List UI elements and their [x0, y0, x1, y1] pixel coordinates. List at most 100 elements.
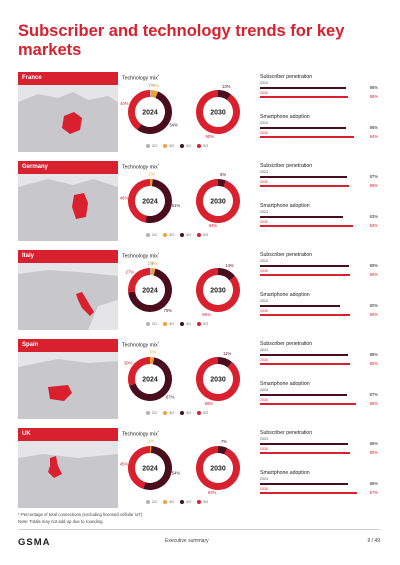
donut-2024-germany-slice-3g	[150, 179, 153, 187]
legend-item-5g: 5G	[197, 233, 208, 237]
subscriber-penetration-heading: Subscriber penetration	[260, 341, 313, 347]
technology-mix-label: Technology mix	[122, 431, 158, 438]
technology-legend: 2G 3G 4G 5G	[146, 144, 208, 148]
donut-2030-france-slice-5g	[196, 90, 240, 134]
smartphone-adoption-year-2024: 2024	[260, 388, 268, 392]
legend-label-3g: 3G	[169, 411, 175, 415]
smartphone-adoption-year-2024: 2024	[260, 299, 268, 303]
technology-mix-mark: *	[157, 252, 160, 256]
donut-2024-spain: 2024 3% 67% 30%	[124, 350, 175, 401]
donut-2024-germany-label-5g: 46%	[120, 196, 128, 201]
smartphone-adoption-value-2024: 88%	[369, 480, 378, 486]
donut-2024-italy-slice-4g	[128, 268, 172, 312]
smartphone-adoption-bar-2024	[260, 304, 340, 307]
subscriber-penetration-year-2030: 2030	[260, 268, 268, 273]
metrics-spain: Subscriber penetration 2024 88% 2030 90% Smar…	[260, 339, 380, 419]
country-name: Germany	[18, 161, 118, 174]
donut-2030-italy: 2030 14% 86%	[196, 263, 240, 317]
subscriber-penetration-year-2030: 2030	[260, 357, 268, 362]
smartphone-adoption-value-2030: 94%	[369, 134, 378, 139]
technology-mix-label: Technology mix	[122, 75, 158, 82]
technology-mix-label: Technology mix	[122, 342, 158, 349]
legend-item-3g: 3G	[163, 322, 174, 326]
map-spain	[18, 339, 118, 419]
market-italy: Italy Technology mix* 2024 1% 3% 70% 27% 2030 14…	[18, 250, 380, 330]
legend-item-2g: 2G	[146, 500, 157, 504]
market-spain: Spain Technology mix* 2024 3% 67% 30% 2030 11% 8…	[18, 339, 380, 419]
subscriber-penetration-year-2030: 2030	[260, 179, 268, 184]
donut-2024-france-slice-2g	[150, 90, 152, 98]
donut-2030-france: 2030 10% 90%	[196, 84, 240, 139]
smartphone-adoption-value-2024: 83%	[369, 213, 378, 219]
donut-2024-uk-slice-5g	[128, 446, 150, 489]
legend-item-2g: 2G	[146, 144, 157, 148]
footer-divider	[18, 529, 380, 530]
donut-2024-germany-slice-5g	[127, 179, 150, 223]
smartphone-adoption-heading: Smartphone adoption	[260, 381, 310, 387]
smartphone-adoption-year-2024: 2024	[260, 121, 268, 125]
subscriber-penetration-bar-2030	[260, 96, 348, 99]
footnote-rounding: Note: Totals may not add up due to round…	[18, 519, 104, 524]
market-uk: UK Technology mix* 2024 1% 54% 45% 2030 7% 93% 2G…	[18, 428, 380, 508]
smartphone-adoption-bar-2030	[260, 136, 354, 139]
donut-2024-uk-label-5g: 45%	[120, 461, 128, 466]
map-land	[18, 454, 118, 508]
donut-2030-spain-slice-4g	[218, 357, 233, 368]
subscriber-penetration-heading: Subscriber penetration	[260, 252, 313, 258]
legend-label-3g: 3G	[169, 233, 175, 237]
legend-label-2g: 2G	[152, 411, 158, 415]
smartphone-adoption-value-2024: 87%	[369, 391, 378, 397]
legend-label-4g: 4G	[186, 411, 192, 415]
donut-2030-uk-slice-4g	[218, 446, 228, 455]
subscriber-penetration-value-2024: 89%	[369, 262, 378, 268]
smartphone-adoption-value-2030: 93%	[369, 223, 378, 228]
donut-2030-spain-label-5g: 89%	[205, 401, 214, 406]
donut-2030-italy-label-4g: 14%	[225, 263, 234, 268]
country-name: Italy	[18, 250, 118, 263]
page-title: Subscriber and technology trends for key…	[18, 22, 345, 59]
legend-swatch-4g	[180, 144, 185, 148]
donut-2024-france: 2024 1%5% 54% 40%	[120, 83, 178, 134]
donut-2024-germany-label-4g: 51%	[172, 203, 180, 208]
map-germany	[18, 161, 118, 241]
gsma-logo: GSMA	[18, 537, 51, 548]
legend-swatch-4g	[180, 500, 185, 504]
smartphone-adoption-heading: Smartphone adoption	[260, 292, 310, 298]
legend-swatch-3g	[163, 411, 168, 415]
donut-2030-uk-label-5g: 93%	[208, 490, 217, 495]
legend-item-5g: 5G	[197, 322, 208, 326]
metrics-germany: Subscriber penetration 2024 87% 2030 89% Smar…	[260, 161, 380, 241]
technology-mix-mark: *	[157, 430, 160, 434]
donut-2024-france-slice-5g	[128, 90, 150, 130]
subscriber-penetration-year-2030: 2030	[260, 90, 268, 95]
smartphone-adoption-heading: Smartphone adoption	[260, 470, 310, 476]
legend-item-3g: 3G	[163, 500, 174, 504]
subscriber-penetration-year-2024: 2024	[260, 348, 268, 352]
technology-mix-mark: *	[157, 74, 160, 78]
donut-2030-uk-year-label: 2030	[210, 466, 226, 473]
subscriber-penetration-bar-2030	[260, 185, 349, 188]
map-shape-uk	[18, 454, 118, 508]
subscriber-penetration-year-2024: 2024	[260, 437, 268, 441]
legend-label-2g: 2G	[152, 144, 158, 148]
legend-label-2g: 2G	[152, 500, 158, 504]
smartphone-adoption-bar-2030	[260, 403, 356, 406]
donut-2030-germany-slice-4g	[218, 179, 227, 188]
legend-label-4g: 4G	[186, 144, 192, 148]
technology-legend: 2G 3G 4G 5G	[146, 500, 208, 504]
donut-2024-uk-label-4g: 54%	[172, 471, 180, 476]
legend-item-2g: 2G	[146, 411, 157, 415]
donut-2030-uk-label-4g: 7%	[221, 439, 227, 444]
smartphone-adoption-heading: Smartphone adoption	[260, 114, 310, 120]
donut-2024-spain-slice-3g	[150, 357, 155, 365]
smartphone-adoption-year-2030: 2030	[260, 219, 268, 224]
smartphone-adoption-value-2030: 90%	[369, 312, 378, 317]
subscriber-penetration-value-2024: 87%	[369, 173, 378, 179]
donut-2024-spain-label-5g: 30%	[124, 361, 133, 366]
subscriber-penetration-value-2030: 89%	[369, 183, 378, 188]
subscriber-penetration-value-2030: 90%	[369, 450, 378, 455]
donut-2024-italy-label-4g: 70%	[164, 308, 173, 313]
country-name: UK	[18, 428, 118, 441]
smartphone-adoption-year-2030: 2030	[260, 486, 268, 491]
legend-swatch-4g	[180, 411, 185, 415]
